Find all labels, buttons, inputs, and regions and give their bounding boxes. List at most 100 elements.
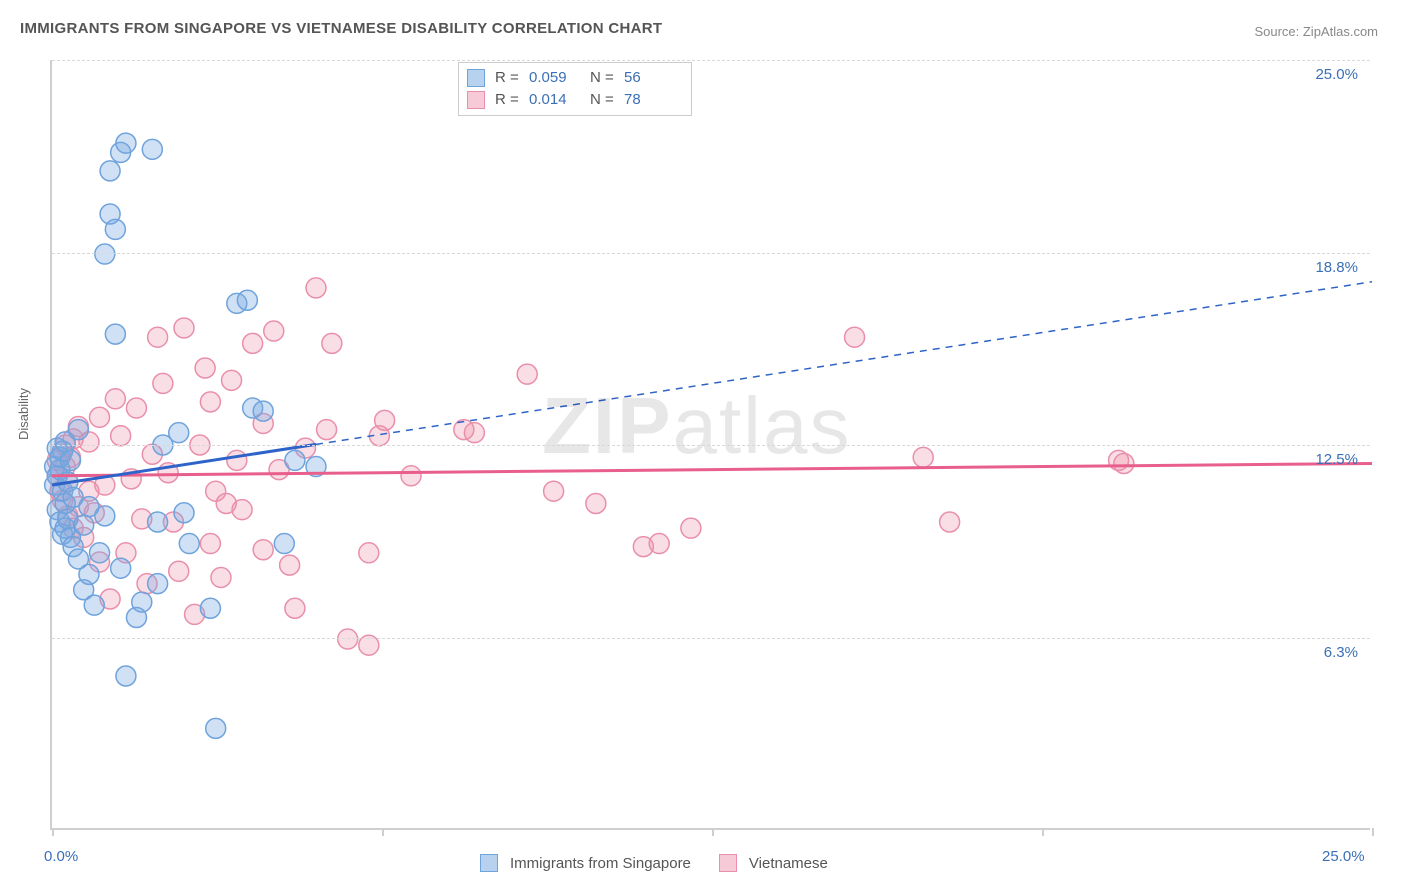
series-label-2: Vietnamese [749, 855, 828, 872]
scatter-point [232, 500, 252, 520]
gridline-h [52, 253, 1370, 254]
chart-title: IMMIGRANTS FROM SINGAPORE VS VIETNAMESE … [20, 20, 662, 37]
r-label-2: R = [495, 89, 523, 111]
scatter-point [649, 534, 669, 554]
scatter-point [401, 466, 421, 486]
scatter-point [95, 506, 115, 526]
y-tick-label: 6.3% [1324, 644, 1358, 661]
regression-line [52, 463, 1372, 475]
scatter-point [253, 401, 273, 421]
scatter-point [169, 561, 189, 581]
scatter-point [375, 410, 395, 430]
scatter-point [1114, 453, 1134, 473]
r-value-2: 0.014 [529, 89, 584, 111]
scatter-point [222, 370, 242, 390]
legend-top: R = 0.059 N = 56 R = 0.014 N = 78 [458, 62, 692, 116]
scatter-point [237, 290, 257, 310]
scatter-point [845, 327, 865, 347]
scatter-point [285, 450, 305, 470]
scatter-point [116, 133, 136, 153]
source-label: Source: ZipAtlas.com [1254, 24, 1378, 39]
y-tick-label: 12.5% [1315, 451, 1358, 468]
scatter-point [179, 534, 199, 554]
scatter-point [142, 139, 162, 159]
scatter-point [126, 398, 146, 418]
scatter-point [681, 518, 701, 538]
scatter-point [200, 534, 220, 554]
scatter-point [306, 278, 326, 298]
scatter-point [200, 392, 220, 412]
scatter-point [79, 564, 99, 584]
scatter-point [280, 555, 300, 575]
n-value-1: 56 [624, 67, 679, 89]
scatter-point [322, 333, 342, 353]
series-label-1: Immigrants from Singapore [510, 855, 691, 872]
scatter-point [74, 515, 94, 535]
r-label-1: R = [495, 67, 523, 89]
plot-area: ZIPatlas 6.3%12.5%18.8%25.0% [50, 60, 1370, 830]
swatch-vietnamese-bottom [719, 854, 737, 872]
scatter-point [274, 534, 294, 554]
scatter-point [105, 324, 125, 344]
scatter-point [174, 318, 194, 338]
scatter-point [148, 574, 168, 594]
scatter-point [264, 321, 284, 341]
scatter-point [317, 420, 337, 440]
scatter-point [95, 244, 115, 264]
scatter-point [132, 592, 152, 612]
x-tick [1372, 828, 1374, 836]
scatter-point [544, 481, 564, 501]
scatter-point [153, 373, 173, 393]
scatter-point [517, 364, 537, 384]
gridline-h [52, 638, 1370, 639]
scatter-point [200, 598, 220, 618]
scatter-point [111, 558, 131, 578]
scatter-point [243, 333, 263, 353]
legend-bottom: Immigrants from Singapore Vietnamese [480, 854, 828, 872]
scatter-point [90, 543, 110, 563]
x-tick [382, 828, 384, 836]
scatter-point [111, 426, 131, 446]
x-tick [1042, 828, 1044, 836]
scatter-point [100, 161, 120, 181]
scatter-point [338, 629, 358, 649]
n-label-1: N = [590, 67, 618, 89]
scatter-point [227, 450, 247, 470]
scatter-point [211, 567, 231, 587]
n-value-2: 78 [624, 89, 679, 111]
scatter-point [940, 512, 960, 532]
scatter-point [253, 540, 273, 560]
legend-bottom-vietnamese: Vietnamese [719, 854, 828, 872]
scatter-point [285, 598, 305, 618]
legend-top-row-singapore: R = 0.059 N = 56 [467, 67, 679, 89]
swatch-singapore [467, 69, 485, 87]
swatch-vietnamese [467, 91, 485, 109]
scatter-point [913, 447, 933, 467]
scatter-point [105, 389, 125, 409]
legend-top-row-vietnamese: R = 0.014 N = 78 [467, 89, 679, 111]
scatter-point [90, 407, 110, 427]
scatter-point [105, 219, 125, 239]
swatch-singapore-bottom [480, 854, 498, 872]
scatter-point [586, 494, 606, 514]
legend-bottom-singapore: Immigrants from Singapore [480, 854, 691, 872]
scatter-point [359, 543, 379, 563]
scatter-point [60, 450, 80, 470]
scatter-point [169, 423, 189, 443]
x-max-label: 25.0% [1322, 848, 1365, 865]
y-axis-label: Disability [16, 388, 31, 440]
r-value-1: 0.059 [529, 67, 584, 89]
x-origin-label: 0.0% [44, 848, 78, 865]
n-label-2: N = [590, 89, 618, 111]
y-tick-label: 25.0% [1315, 66, 1358, 83]
scatter-point [148, 327, 168, 347]
scatter-point [84, 595, 104, 615]
scatter-point [68, 420, 88, 440]
x-tick [712, 828, 714, 836]
scatter-point [148, 512, 168, 532]
y-tick-label: 18.8% [1315, 259, 1358, 276]
x-tick [52, 828, 54, 836]
regression-line [316, 282, 1372, 445]
gridline-h [52, 445, 1370, 446]
scatter-point [116, 666, 136, 686]
